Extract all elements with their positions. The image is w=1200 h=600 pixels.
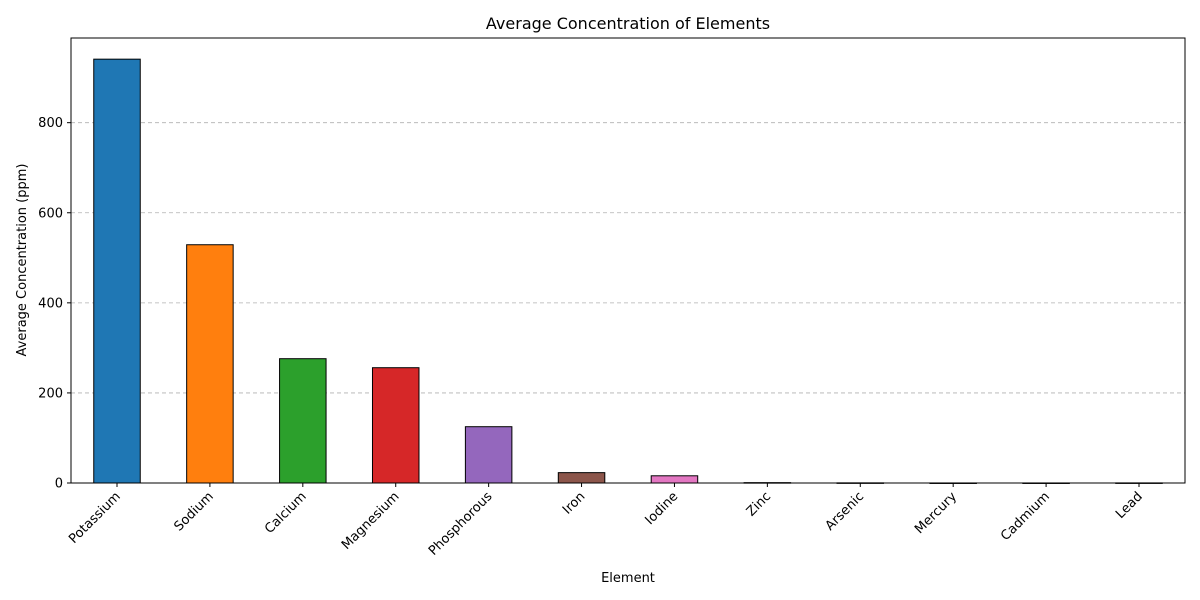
x-tick-label: Iron [560,489,588,517]
y-tick-label: 400 [38,296,63,311]
x-axis-title: Element [601,571,655,586]
x-tick-label: Zinc [744,489,774,519]
bars [93,58,1163,484]
x-tick-label: Mercury [912,489,960,537]
plot-frame [70,37,1186,484]
bar-iron [557,472,606,484]
y-axis: 0 200 400 600 800 [38,116,71,492]
bar-magnesium [371,367,420,484]
bar-phosphorous [464,426,513,484]
x-tick-label: Potassium [66,489,124,547]
x-tick-label: Lead [1113,489,1146,522]
x-tick-label: Iodine [642,489,681,528]
bar-potassium [93,58,141,484]
gridlines [71,122,1185,394]
y-axis-title: Average Concentration (ppm) [15,164,30,357]
y-tick-label: 800 [38,116,63,131]
y-tick-label: 0 [55,477,63,492]
bar-sodium [186,244,234,484]
x-tick-label: Calcium [262,489,310,537]
chart-title: Average Concentration of Elements [486,14,770,33]
x-tick-label: Arsenic [823,489,868,534]
y-tick-label: 600 [38,206,63,221]
x-tick-label: Phosphorous [426,489,496,559]
bar-calcium [279,358,327,484]
x-tick-label: Cadmium [998,489,1053,544]
bar-iodine [650,475,699,484]
y-tick-label: 200 [38,386,63,401]
x-axis: Potassium Sodium Calcium Magnesium Phosphoro… [66,483,1146,559]
x-tick-label: Sodium [171,489,216,534]
x-tick-label: Magnesium [339,489,403,553]
plot-background [71,38,1185,483]
